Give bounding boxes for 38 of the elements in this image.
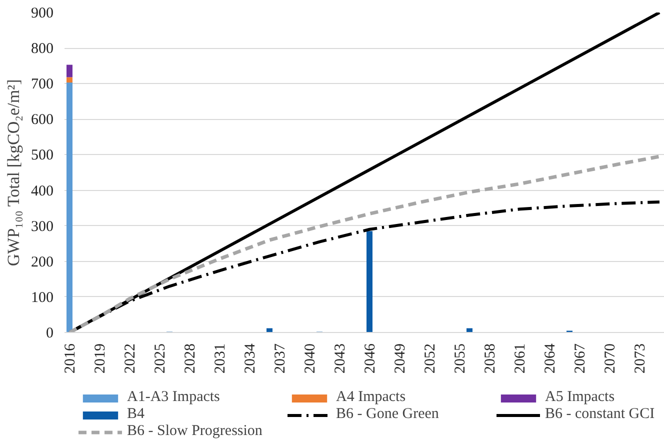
- x-tick-label: 2049: [392, 344, 408, 374]
- y-tick-label: 100: [31, 290, 54, 306]
- x-tick-label: 2052: [422, 344, 438, 374]
- y-axis-title: GWP₁₀₀ Total [kgCO₂e/m²]: [4, 79, 23, 266]
- x-tick-label: 2046: [362, 343, 378, 374]
- y-tick-label: 700: [31, 76, 54, 93]
- x-tick-label: 2043: [332, 344, 348, 374]
- legend-label: B6 - Slow Progression: [127, 423, 264, 440]
- x-tick-label: 2055: [452, 344, 468, 374]
- y-tick-label: 400: [31, 183, 54, 200]
- x-tick-label: 2040: [302, 344, 318, 374]
- x-tick-label: 2034: [242, 343, 258, 374]
- x-tick-label: 2073: [632, 344, 648, 374]
- x-tick-label: 2025: [152, 344, 168, 374]
- x-tick-label: 2031: [212, 344, 228, 374]
- legend-label: B4: [127, 406, 146, 423]
- y-tick-label: 500: [31, 148, 54, 164]
- x-tick-label: 2037: [272, 343, 288, 374]
- x-tick-label: 2067: [572, 343, 588, 374]
- x-tick-label: 2022: [122, 344, 138, 374]
- y-tick-label: 600: [31, 112, 54, 128]
- y-tick-label: 200: [31, 254, 54, 270]
- x-tick-label: 2028: [182, 344, 198, 374]
- x-tick-label: 2058: [482, 344, 498, 374]
- legend-label: A4 Impacts: [336, 389, 407, 406]
- y-tick-label: 0: [46, 326, 54, 342]
- legend-label: A5 Impacts: [545, 389, 616, 406]
- legend-label: A1-A3 Impacts: [127, 389, 221, 406]
- x-tick-label: 2070: [602, 344, 618, 374]
- legend-label: B6 - constant GCI: [545, 406, 656, 423]
- y-tick-label: 900: [31, 6, 54, 22]
- legend-label: B6 - Gone Green: [336, 406, 440, 423]
- y-tick-label: 300: [31, 218, 54, 235]
- x-tick-label: 2064: [542, 343, 558, 374]
- y-tick-label: 800: [31, 41, 54, 58]
- x-tick-label: 2061: [512, 344, 528, 374]
- x-tick-label: 2016: [62, 343, 78, 374]
- x-tick-label: 2019: [92, 344, 108, 374]
